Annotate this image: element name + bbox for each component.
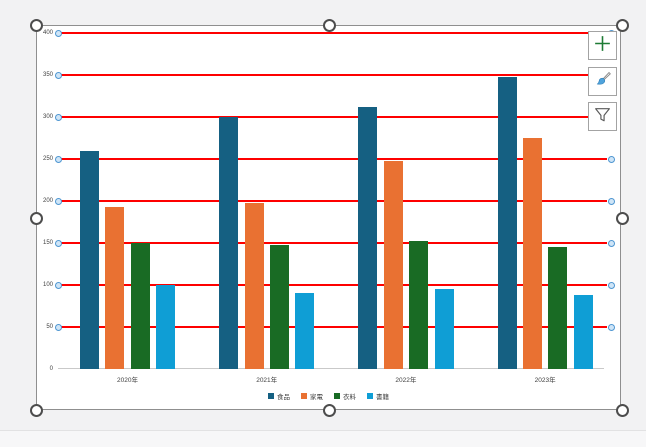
legend-label: 家電 [310,394,323,401]
bar-食品-2022年[interactable] [358,106,378,369]
bar-書籍-2023年[interactable] [573,295,593,369]
chart-frame-resize-handle[interactable] [615,211,629,225]
bar-書籍-2021年[interactable] [295,293,315,369]
legend-item[interactable]: 衣料 [334,391,356,401]
major-gridline[interactable] [61,326,607,328]
chart-styles-button[interactable] [588,67,617,96]
gridline-selection-handle[interactable] [54,155,62,163]
legend-swatch [268,393,274,399]
gridline-selection-handle[interactable] [54,239,62,247]
chart-frame-resize-handle[interactable] [29,18,43,32]
major-gridline[interactable] [61,116,607,118]
funnel-icon [592,104,613,130]
gridline-selection-handle[interactable] [54,113,62,121]
major-gridline[interactable] [61,200,607,202]
chart-elements-button[interactable] [588,31,617,60]
major-gridline[interactable] [61,158,607,160]
x-axis-category-label: 2021年 [256,377,278,384]
bar-食品-2023年[interactable] [497,76,517,369]
bar-食品-2020年[interactable] [79,150,99,369]
worksheet-bottom-strip [0,430,646,447]
x-axis-line [58,368,604,369]
bar-衣料-2023年[interactable] [548,247,568,369]
legend-swatch [334,393,340,399]
y-axis-tick-label: 350 [42,72,53,78]
bar-食品-2021年[interactable] [219,117,239,369]
legend-swatch [301,393,307,399]
legend-swatch [367,393,373,399]
gridline-selection-handle[interactable] [54,323,62,331]
gridline-selection-handle[interactable] [54,281,62,289]
legend-label: 衣料 [343,394,356,401]
paintbrush-icon [592,69,613,95]
gridline-selection-handle[interactable] [608,197,615,205]
bar-衣料-2020年[interactable] [130,243,150,369]
gridline-selection-handle[interactable] [54,197,62,205]
bar-書籍-2020年[interactable] [156,285,176,369]
gridline-selection-handle[interactable] [54,29,62,37]
gridline-selection-handle[interactable] [608,155,615,163]
chart-frame-resize-handle[interactable] [29,211,43,225]
gridline-selection-handle[interactable] [608,281,615,289]
chart-frame-resize-handle[interactable] [29,403,43,417]
bar-家電-2020年[interactable] [105,206,125,369]
chart-frame-resize-handle[interactable] [615,403,629,417]
x-axis-category-label: 2022年 [395,377,417,384]
legend-label: 書籍 [376,394,389,401]
y-axis-tick-label: 100 [42,282,53,288]
chart-legend[interactable]: 食品 家電 衣料 書籍 [36,390,621,402]
bar-書籍-2022年[interactable] [434,289,454,369]
chart-frame-resize-handle[interactable] [322,403,336,417]
legend-label: 食品 [277,394,290,401]
gridline-selection-handle[interactable] [608,239,615,247]
y-axis-tick-label: 200 [42,198,53,204]
bar-家電-2022年[interactable] [383,160,403,369]
legend-item[interactable]: 食品 [268,391,290,401]
bar-家電-2023年[interactable] [522,138,542,369]
plus-icon [592,33,613,59]
y-axis-tick-label: 400 [42,30,53,36]
legend-item[interactable]: 家電 [301,391,323,401]
y-axis-tick-label: 50 [46,324,53,330]
bar-衣料-2021年[interactable] [269,244,289,369]
y-axis-tick-label: 0 [49,366,53,372]
major-gridline[interactable] [61,32,607,34]
y-axis-tick-label: 300 [42,114,53,120]
major-gridline[interactable] [61,242,607,244]
major-gridline[interactable] [61,284,607,286]
y-axis-tick-label: 150 [42,240,53,246]
bar-衣料-2022年[interactable] [409,241,429,369]
gridline-selection-handle[interactable] [54,71,62,79]
major-gridline[interactable] [61,74,607,76]
y-axis-tick-label: 250 [42,156,53,162]
x-axis-category-label: 2020年 [117,377,138,384]
chart-frame-resize-handle[interactable] [615,18,629,32]
x-axis-category-label: 2023年 [534,377,556,384]
chart-filters-button[interactable] [588,102,617,131]
bar-家電-2021年[interactable] [244,202,264,369]
legend-item[interactable]: 書籍 [367,391,389,401]
chart-frame-resize-handle[interactable] [322,18,336,32]
gridline-selection-handle[interactable] [608,323,615,331]
